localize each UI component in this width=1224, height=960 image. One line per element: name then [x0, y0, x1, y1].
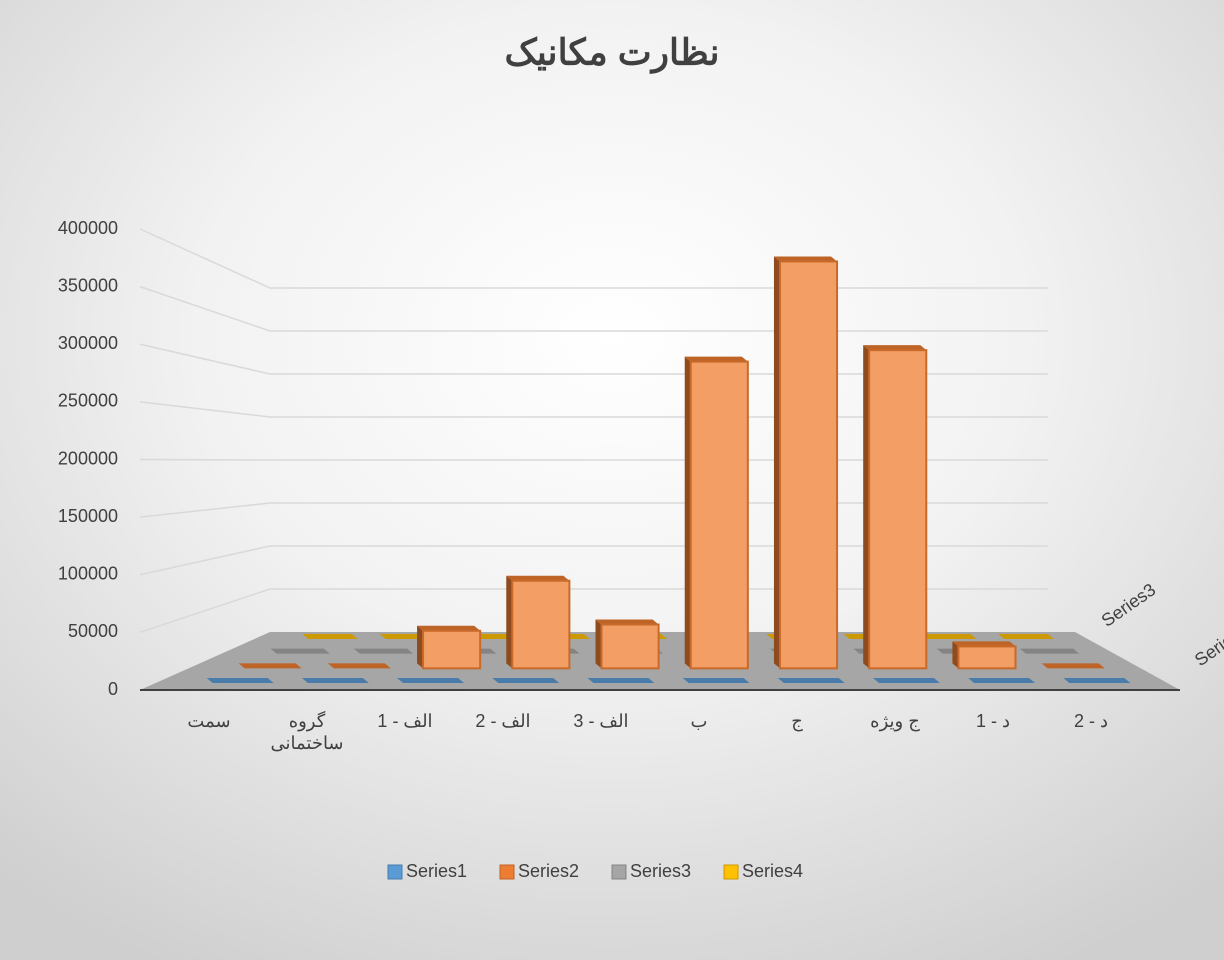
bar-top: [952, 641, 1016, 647]
bar-top: [270, 648, 330, 654]
bar-front: [778, 260, 839, 670]
bar-side: [506, 575, 513, 669]
x-tick-label: الف - 2: [475, 711, 531, 731]
bar: [417, 625, 482, 670]
bar: [238, 663, 302, 669]
bar-top: [684, 356, 748, 362]
bar: [206, 678, 274, 684]
y-tick-label: 400000: [58, 218, 118, 238]
chart-title: نظارت مکانیک: [504, 32, 719, 75]
bar: [773, 256, 839, 670]
bar-top: [773, 256, 838, 262]
bar-side: [773, 256, 780, 669]
bar: [682, 678, 750, 684]
bar: [587, 678, 655, 684]
bar: [270, 648, 330, 654]
bar-front: [600, 623, 660, 670]
x-tick-label: سمت: [187, 711, 231, 731]
bar-side: [863, 345, 870, 669]
bar-front: [957, 645, 1017, 670]
x-tick-label: الف - 3: [573, 711, 629, 731]
bar-top: [353, 648, 414, 654]
x-tick-label: ج: [791, 711, 803, 731]
bar: [302, 633, 358, 639]
bar: [301, 678, 369, 684]
x-tick-label: ب: [690, 711, 708, 731]
y-tick-label: 0: [108, 679, 118, 699]
bar-top: [1019, 648, 1080, 654]
bar-top: [492, 678, 560, 684]
bar: [327, 663, 391, 669]
bar-top: [417, 625, 481, 631]
bar: [968, 678, 1036, 684]
y-tick-label: 200000: [58, 448, 118, 468]
x-tick-label: د - 1: [975, 711, 1011, 731]
bar: [684, 356, 749, 670]
bar: [872, 678, 940, 684]
bar-front: [689, 360, 749, 670]
legend-swatch: [499, 864, 515, 880]
bar: [1019, 648, 1080, 654]
bar-top: [998, 633, 1054, 639]
bar-top: [968, 678, 1036, 684]
legend-label: Series3: [630, 861, 691, 881]
legend-label: Series2: [518, 861, 579, 881]
y-tick-label: 250000: [58, 391, 118, 411]
y-tick-label: 50000: [68, 621, 118, 641]
bar: [998, 633, 1054, 639]
bar-top: [863, 345, 927, 351]
bar-top: [595, 619, 659, 625]
bar-top: [920, 633, 977, 639]
bar: [777, 678, 845, 684]
bar-top: [301, 678, 369, 684]
bar-top: [238, 663, 302, 669]
bar-front: [868, 349, 928, 670]
y-tick-label: 150000: [58, 506, 118, 526]
bar-top: [777, 678, 845, 684]
legend-swatch: [387, 864, 403, 880]
legend-label: Series4: [742, 861, 803, 881]
bar-top: [1041, 663, 1105, 669]
y-tick-label: 350000: [58, 275, 118, 295]
bar: [920, 633, 977, 639]
bar: [1041, 663, 1105, 669]
bar: [353, 648, 414, 654]
bar: [1063, 678, 1131, 684]
bar-side: [684, 356, 691, 669]
bar-top: [682, 678, 750, 684]
bar: [492, 678, 560, 684]
legend-label: Series1: [406, 861, 467, 881]
bar-top: [302, 633, 358, 639]
legend-swatch: [611, 864, 627, 880]
bar: [863, 345, 928, 670]
y-tick-label: 100000: [58, 564, 118, 584]
bar-top: [1063, 678, 1131, 684]
bar-top: [506, 575, 570, 581]
bar-top: [206, 678, 274, 684]
bar-side: [417, 625, 424, 669]
bar: [506, 575, 571, 670]
x-tick-label: د - 2: [1073, 711, 1109, 731]
bar-top: [397, 678, 465, 684]
bar-front: [511, 579, 571, 670]
bar-top: [872, 678, 940, 684]
bar-top: [587, 678, 655, 684]
bar: [595, 619, 660, 670]
bar: [952, 641, 1017, 670]
bar-side: [952, 641, 959, 669]
y-tick-label: 300000: [58, 333, 118, 353]
bar-front: [422, 629, 482, 670]
legend-swatch: [723, 864, 739, 880]
bar-side: [595, 619, 602, 669]
x-tick-label: گروه ساختمانی: [270, 711, 344, 753]
x-tick-label: ج ویژه: [870, 711, 920, 731]
x-tick-label: الف - 1: [377, 711, 433, 731]
bar: [397, 678, 465, 684]
bar-top: [327, 663, 391, 669]
